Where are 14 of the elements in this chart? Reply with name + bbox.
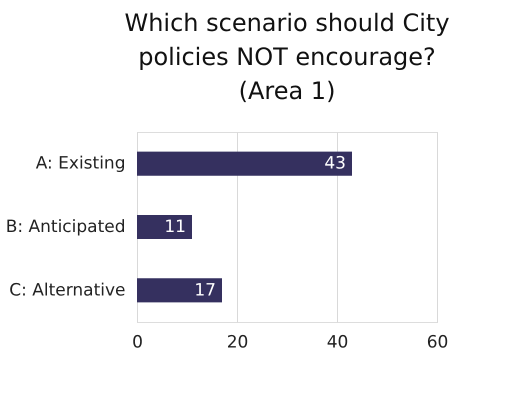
bar — [137, 278, 222, 302]
y-tick-label: A: Existing — [36, 154, 126, 174]
chart-title: Which scenario should City policies NOT encourage? (Area 1) — [124, 9, 450, 105]
x-tick-label: 0 — [132, 332, 143, 352]
data-label: 43 — [324, 154, 346, 174]
data-label: 11 — [164, 217, 186, 237]
y-tick-label: B: Anticipated — [6, 217, 126, 237]
x-tick-label: 60 — [426, 332, 448, 352]
y-tick-label: C: Alternative — [9, 280, 126, 300]
x-tick-label: 20 — [226, 332, 248, 352]
bar — [137, 152, 352, 176]
bar — [137, 214, 192, 240]
data-label: 17 — [194, 280, 216, 300]
x-tick-label: 40 — [326, 332, 348, 352]
